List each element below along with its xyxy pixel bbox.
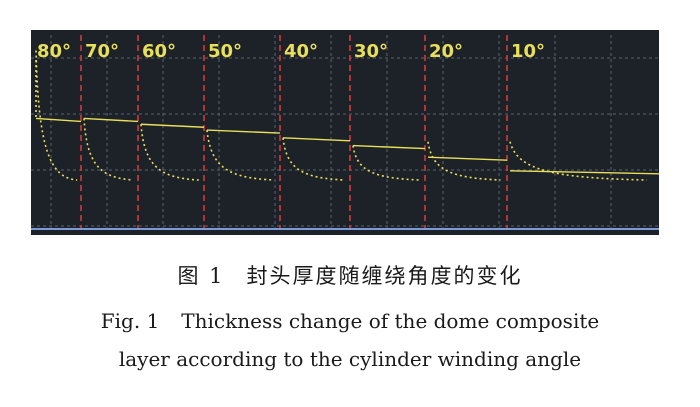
dome-thickness-curve-40 — [282, 137, 345, 181]
thickness-level-line-50 — [206, 129, 281, 134]
angle-label-30: 30° — [354, 41, 388, 62]
grid — [31, 35, 659, 229]
dome-thickness-curve-70 — [83, 118, 134, 181]
angle-label-70: 70° — [85, 41, 119, 62]
thickness-level-line-80 — [35, 117, 82, 123]
dome-thickness-curve-10 — [509, 141, 647, 181]
panel-separators — [80, 35, 508, 229]
dome-thickness-curve-20 — [427, 141, 501, 181]
figure-number-cn: 图 1 — [177, 264, 225, 288]
thickness-level-line-40 — [282, 137, 351, 142]
dome-thickness-curve-60 — [140, 124, 199, 181]
figure-caption-english-line1: Fig. 1 Thickness change of the dome compo… — [0, 309, 700, 333]
angle-label-60: 60° — [142, 41, 176, 62]
figure-caption-chinese: 图 1 封头厚度随缠绕角度的变化 — [0, 260, 700, 290]
figure-number-en: Fig. 1 — [100, 309, 160, 333]
thickness-level-line-70 — [83, 117, 139, 123]
figure-title-en-line2: layer according to the cylinder winding … — [118, 347, 582, 371]
angle-label-20: 20° — [429, 41, 463, 62]
angle-label-40: 40° — [284, 41, 318, 62]
dome-thickness-curve-80 — [35, 50, 78, 181]
angle-label-80: 80° — [37, 41, 71, 62]
thickness-level-line-60 — [140, 123, 205, 128]
angle-label-10: 10° — [511, 41, 545, 62]
figure-caption-english-line2: layer according to the cylinder winding … — [0, 347, 700, 371]
dome-thickness-curve-30 — [352, 145, 420, 181]
dome-thickness-curve-50 — [206, 129, 274, 181]
thickness-level-line-20 — [427, 156, 508, 161]
figure-title-en-line1: Thickness change of the dome composite — [181, 309, 600, 333]
angle-label-50: 50° — [208, 41, 242, 62]
thickness-level-line-10 — [509, 170, 659, 175]
thickness-level-line-30 — [352, 144, 426, 150]
thickness-figure: 80° 70° 60° 50° 40° 30° 20° 10° — [31, 30, 659, 235]
figure-title-cn: 封头厚度随缠绕角度的变化 — [246, 264, 523, 288]
thickness-curves — [35, 50, 659, 181]
thickness-plot: 80° 70° 60° 50° 40° 30° 20° 10° — [31, 35, 659, 230]
angle-labels: 80° 70° 60° 50° 40° 30° 20° 10° — [37, 41, 545, 62]
